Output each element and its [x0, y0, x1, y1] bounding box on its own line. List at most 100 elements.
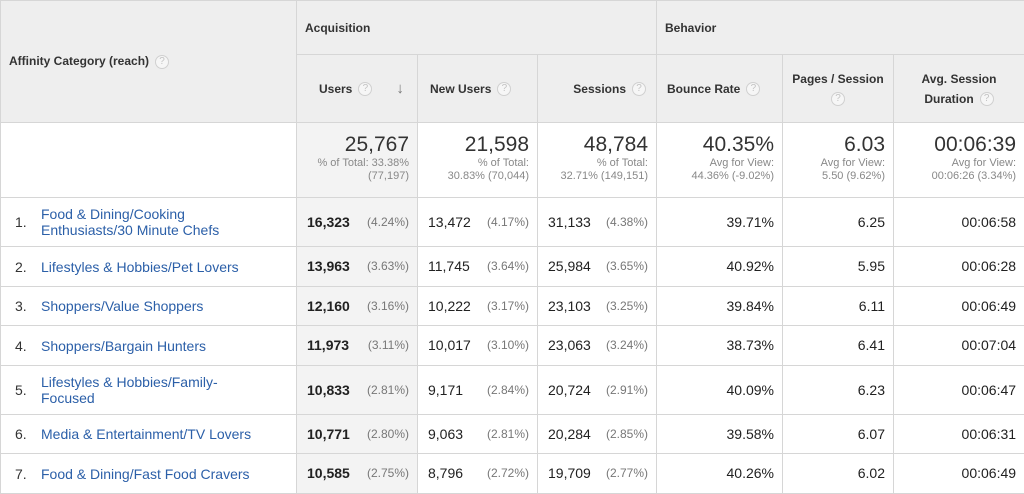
- category-link[interactable]: Lifestyles & Hobbies/Pet Lovers: [41, 258, 239, 275]
- users-value: 10,771: [307, 425, 350, 442]
- users-percent: (3.63%): [366, 259, 409, 274]
- users-value: 13,963: [307, 258, 350, 275]
- pages-session-cell: 6.23: [782, 364, 894, 415]
- sessions-value: 31,133: [548, 214, 591, 230]
- category-cell: 5. Lifestyles & Hobbies/Family-Focused: [0, 364, 297, 415]
- new-users-percent: (4.17%): [486, 215, 529, 229]
- pages-session-cell: 6.11: [782, 285, 894, 326]
- category-link[interactable]: Food & Dining/Fast Food Cravers: [41, 465, 250, 482]
- category-cell: 6. Media & Entertainment/TV Lovers: [0, 413, 297, 454]
- bounce-rate-total-sub: 44.36% (-9.02%): [691, 170, 774, 182]
- pages-session-cell: 5.95: [782, 246, 894, 287]
- pages-session-total-cell: 6.03 Avg for View: 5.50 (9.62%): [782, 122, 894, 198]
- help-icon[interactable]: ?: [632, 81, 646, 96]
- row-index: 2.: [15, 258, 27, 275]
- category-link[interactable]: Shoppers/Bargain Hunters: [41, 337, 206, 354]
- bounce-rate-cell: 38.73%: [656, 325, 783, 366]
- new-users-cell: 13,472 (4.17%): [417, 197, 538, 247]
- new-users-total: 21,598: [464, 133, 529, 156]
- table-row: 5. Lifestyles & Hobbies/Family-Focused 10,…: [0, 364, 1024, 415]
- totals-label-cell: [0, 122, 297, 198]
- category-link[interactable]: Media & Entertainment/TV Lovers: [41, 426, 252, 443]
- table-row: 1. Food & Dining/Cooking Enthusiasts/30 M…: [0, 197, 1024, 247]
- sessions-percent: (2.85%): [605, 426, 648, 441]
- sessions-total-cell: 48,784 % of Total: 32.71% (149,151): [537, 122, 657, 198]
- bounce-rate-total: 40.35%: [702, 133, 774, 156]
- dimension-header-label: Affinity Category (reach): [9, 54, 150, 69]
- avg-duration-total: 00:06:39: [934, 133, 1017, 156]
- new-users-value: 9,063: [428, 425, 464, 442]
- sessions-column-header[interactable]: Sessions?: [537, 54, 657, 123]
- behavior-group-header: Behavior: [655, 0, 1024, 55]
- table-row: 6. Media & Entertainment/TV Lovers 10,771 (…: [0, 413, 1024, 454]
- sessions-cell: 19,709 (2.77%): [537, 453, 657, 494]
- table-row: 4. Shoppers/Bargain Hunters 11,973 (3.11%) 1…: [0, 325, 1024, 366]
- new-users-header-label: New Users: [430, 81, 492, 96]
- avg-duration-header-label: Avg. Session Duration: [921, 71, 997, 106]
- help-icon[interactable]: ?: [746, 81, 761, 96]
- row-index: 4.: [15, 337, 27, 354]
- avg-duration-cell: 00:06:49: [892, 285, 1024, 326]
- users-total-sub: (77,197): [368, 170, 409, 182]
- pages-session-header-label: Pages / Session: [792, 71, 884, 86]
- pages-session-cell: 6.02: [782, 453, 894, 494]
- avg-duration-total-sub: Avg for View:: [951, 157, 1017, 169]
- new-users-column-header[interactable]: New Users?: [417, 54, 538, 123]
- new-users-value: 10,017: [428, 337, 471, 354]
- users-value: 16,323: [307, 214, 350, 230]
- users-value: 10,585: [307, 465, 350, 482]
- new-users-value: 11,745: [428, 258, 470, 275]
- category-cell: 3. Shoppers/Value Shoppers: [0, 285, 297, 326]
- users-percent: (2.80%): [366, 426, 409, 441]
- help-icon[interactable]: ?: [979, 92, 994, 107]
- category-link[interactable]: Food & Dining/Cooking Enthusiasts/30 Min…: [41, 206, 220, 238]
- new-users-percent: (3.64%): [486, 259, 529, 274]
- sessions-percent: (2.77%): [605, 466, 648, 481]
- users-total-cell: 25,767 % of Total: 33.38% (77,197): [296, 122, 418, 198]
- users-value: 12,160: [307, 297, 350, 314]
- bounce-rate-cell: 39.71%: [656, 197, 783, 247]
- pages-session-column-header[interactable]: Pages / Session?: [782, 54, 894, 123]
- sessions-cell: 31,133 (4.38%): [537, 197, 657, 247]
- users-cell: 13,963 (3.63%): [296, 246, 418, 287]
- bounce-rate-column-header[interactable]: Bounce Rate?: [656, 54, 783, 123]
- new-users-value: 9,171: [428, 381, 464, 398]
- new-users-percent: (3.10%): [486, 338, 529, 353]
- sessions-value: 19,709: [548, 465, 591, 482]
- new-users-total-sub: % of Total:: [477, 157, 529, 169]
- help-icon[interactable]: ?: [358, 81, 373, 96]
- new-users-percent: (3.17%): [486, 298, 529, 313]
- avg-duration-total-sub: 00:06:26 (3.34%): [931, 170, 1017, 182]
- avg-duration-total-cell: 00:06:39 Avg for View: 00:06:26 (3.34%): [892, 122, 1024, 198]
- sessions-percent: (3.24%): [605, 338, 648, 353]
- table-row: 7. Food & Dining/Fast Food Cravers 10,585 (…: [0, 453, 1024, 494]
- new-users-cell: 10,017 (3.10%): [417, 325, 538, 366]
- avg-duration-cell: 00:06:31: [892, 413, 1024, 454]
- new-users-cell: 8,796 (2.72%): [417, 453, 538, 494]
- arrow-down-icon[interactable]: ↓: [396, 80, 404, 97]
- users-header-label: Users: [319, 81, 353, 96]
- bounce-rate-cell: 40.92%: [656, 246, 783, 287]
- help-icon[interactable]: ?: [155, 54, 170, 69]
- category-link[interactable]: Shoppers/Value Shoppers: [41, 298, 204, 315]
- sessions-total: 48,784: [583, 133, 648, 156]
- users-cell: 10,585 (2.75%): [296, 453, 418, 494]
- dimension-header[interactable]: Affinity Category (reach)?: [0, 0, 297, 123]
- avg-duration-cell: 00:07:04: [892, 325, 1024, 366]
- users-value: 10,833: [307, 381, 350, 398]
- pages-session-total-sub: Avg for View:: [820, 157, 885, 169]
- row-index: 1.: [15, 214, 27, 230]
- new-users-value: 8,796: [428, 465, 464, 482]
- help-icon[interactable]: ?: [497, 81, 512, 96]
- category-cell: 1. Food & Dining/Cooking Enthusiasts/30 M…: [0, 197, 297, 247]
- category-link[interactable]: Lifestyles & Hobbies/Family-Focused: [41, 373, 218, 406]
- help-icon[interactable]: ?: [831, 92, 845, 107]
- bounce-rate-total-cell: 40.35% Avg for View: 44.36% (-9.02%): [656, 122, 783, 198]
- sessions-cell: 20,724 (2.91%): [537, 364, 657, 415]
- users-column-header[interactable]: Users? ↓: [296, 54, 418, 123]
- pages-session-total: 6.03: [844, 133, 885, 156]
- avg-duration-column-header[interactable]: Avg. Session Duration?: [892, 54, 1024, 123]
- bounce-rate-cell: 39.58%: [656, 413, 783, 454]
- sessions-cell: 23,063 (3.24%): [537, 325, 657, 366]
- avg-duration-cell: 00:06:28: [892, 246, 1024, 287]
